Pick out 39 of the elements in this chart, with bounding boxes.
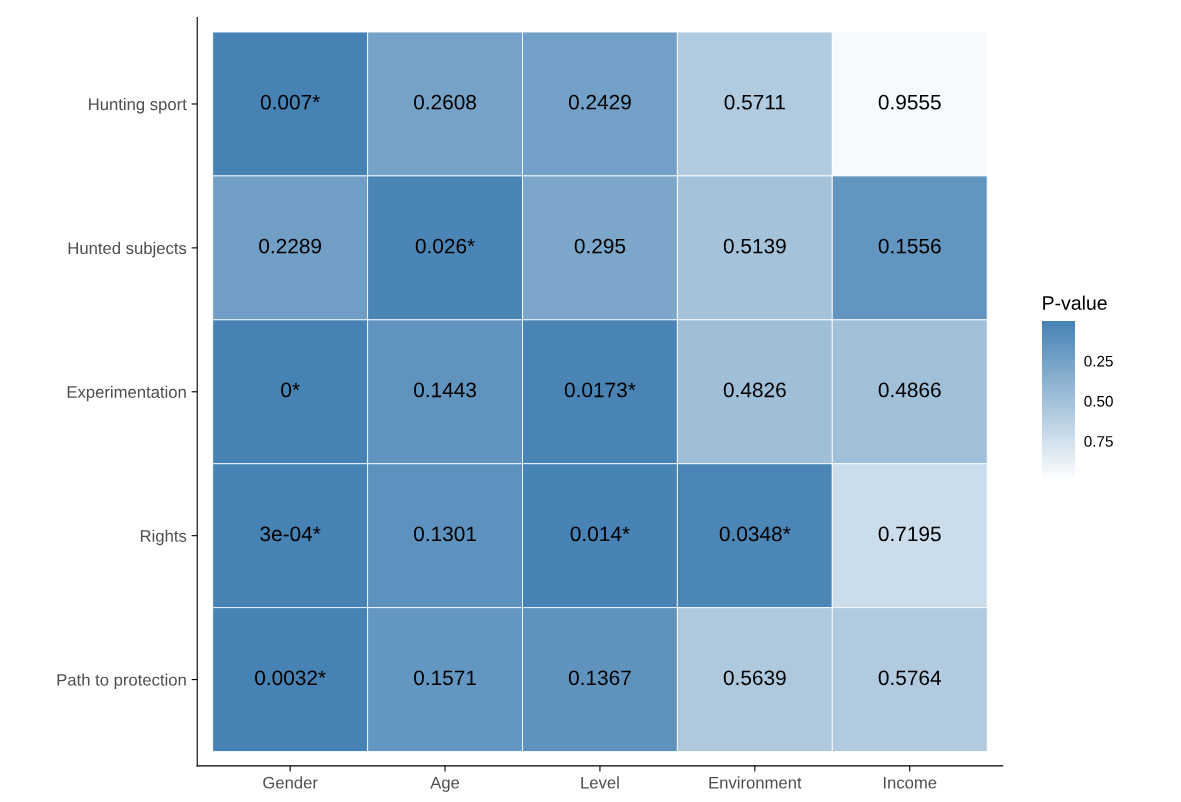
x-tick-label: Income — [883, 776, 937, 789]
data-label: 0.2289 — [259, 238, 322, 254]
color-bar-label: 0.25 — [1084, 355, 1113, 367]
x-tick-label: Environment — [709, 776, 802, 789]
data-label: 0.1556 — [878, 238, 941, 254]
data-label: 0.4866 — [878, 382, 941, 398]
y-tick-label: Experimentation — [67, 385, 186, 402]
data-label: 0.9555 — [878, 94, 941, 110]
data-label: 0.5764 — [878, 670, 941, 686]
x-tick-label: Gender — [263, 776, 318, 789]
data-label: 0.1571 — [414, 670, 476, 686]
data-label: 0.295 — [574, 238, 626, 254]
data-label: 3e-04* — [260, 526, 321, 542]
y-tick-label: Path to protection — [57, 673, 186, 690]
color-bar-label: 0.50 — [1084, 395, 1113, 407]
data-label: 0.007* — [260, 94, 320, 110]
x-tick-label: Level — [581, 776, 619, 789]
data-label: 0.0173* — [564, 382, 636, 398]
color-bar-label: 0.75 — [1084, 435, 1113, 447]
data-label: 0.014* — [570, 526, 630, 542]
data-label: 0.0032* — [255, 670, 326, 686]
data-label: 0.2429 — [568, 94, 631, 110]
data-label: 0.5139 — [723, 238, 786, 254]
data-label: 0.4826 — [723, 382, 786, 398]
y-tick-label: Hunting sport — [89, 97, 187, 114]
data-label: 0.2608 — [414, 94, 477, 110]
legend-title: P-value — [1043, 295, 1107, 310]
data-label: 0.026* — [415, 238, 475, 254]
data-label: 0.1367 — [568, 670, 631, 686]
data-label: 0.0348* — [719, 526, 791, 542]
y-tick-label: Rights — [140, 529, 187, 546]
x-tick-label: Age — [430, 776, 460, 792]
y-tick-label: Hunted subjects — [68, 241, 187, 258]
data-label: 0.1443 — [414, 382, 476, 398]
data-label: 0.7195 — [878, 526, 941, 542]
data-label: 0.5711 — [724, 94, 785, 110]
data-label: 0.1301 — [414, 526, 476, 542]
data-label: 0* — [281, 382, 300, 398]
data-label: 0.5639 — [723, 670, 786, 686]
